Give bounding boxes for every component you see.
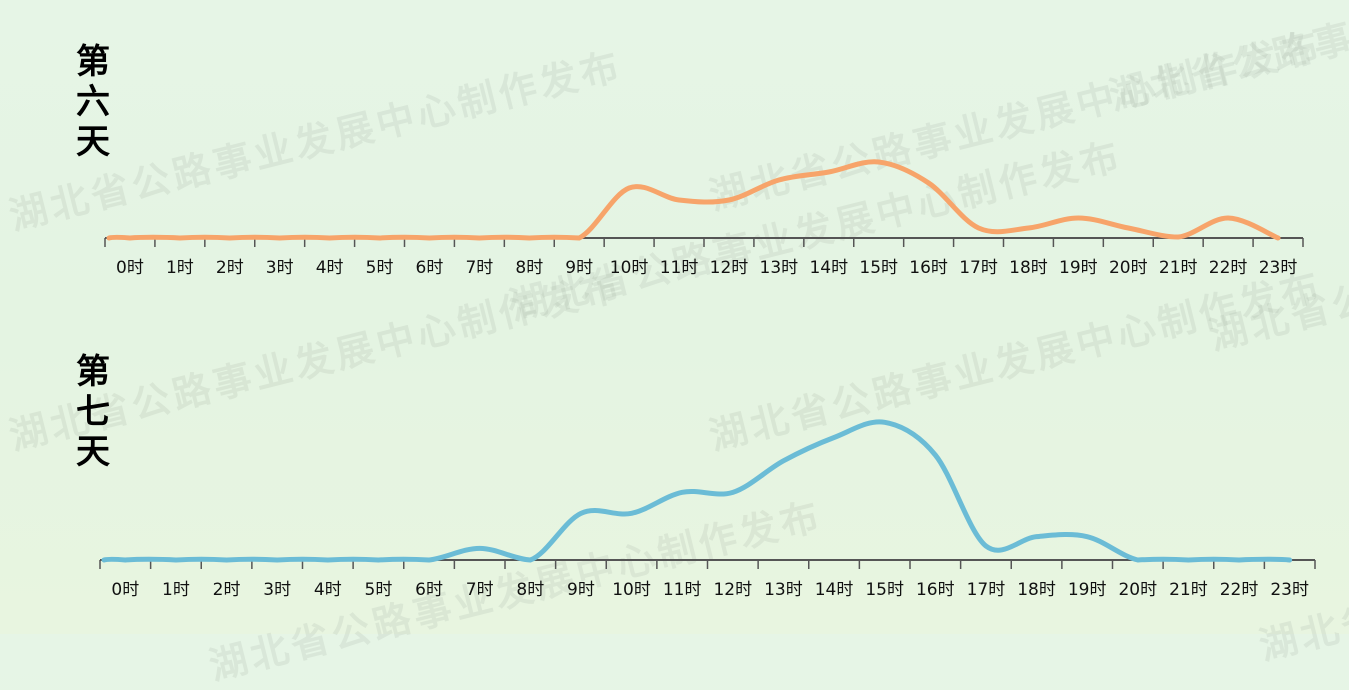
series-line xyxy=(104,422,1290,560)
chart-day-seven: 0时 1时 2时 3时 4时 5时 6时 7时 8时 9时 10时 11时 12时 13时 14时 15时 16… xyxy=(0,0,1349,634)
x-tick-label: 17时 xyxy=(967,580,1006,600)
x-tick-label: 4时 xyxy=(314,580,342,600)
x-tick-label: 21时 xyxy=(1169,580,1208,600)
x-tick-label: 12时 xyxy=(713,580,752,600)
x-tick-label: 22时 xyxy=(1220,580,1259,600)
x-tick-label: 15时 xyxy=(865,580,904,600)
x-tick-label: 9时 xyxy=(567,580,595,600)
x-tick-label: 5时 xyxy=(365,580,393,600)
x-tick-label: 0时 xyxy=(111,580,139,600)
x-tick-label: 11时 xyxy=(663,580,702,600)
x-tick-label: 7时 xyxy=(466,580,494,600)
x-tick-label: 18时 xyxy=(1017,580,1056,600)
x-tick-label: 19时 xyxy=(1068,580,1107,600)
x-tick-label: 1时 xyxy=(162,580,190,600)
x-tick-label: 13时 xyxy=(764,580,803,600)
x-tick-label: 3时 xyxy=(263,580,291,600)
x-tick-label: 14时 xyxy=(815,580,854,600)
x-tick-label: 8时 xyxy=(516,580,544,600)
x-tick-label: 16时 xyxy=(916,580,955,600)
x-tick-label: 10时 xyxy=(612,580,651,600)
x-tick-label: 20时 xyxy=(1118,580,1157,600)
x-tick-label: 6时 xyxy=(415,580,443,600)
x-tick-label: 2时 xyxy=(213,580,241,600)
x-tick-label: 23时 xyxy=(1270,580,1309,600)
